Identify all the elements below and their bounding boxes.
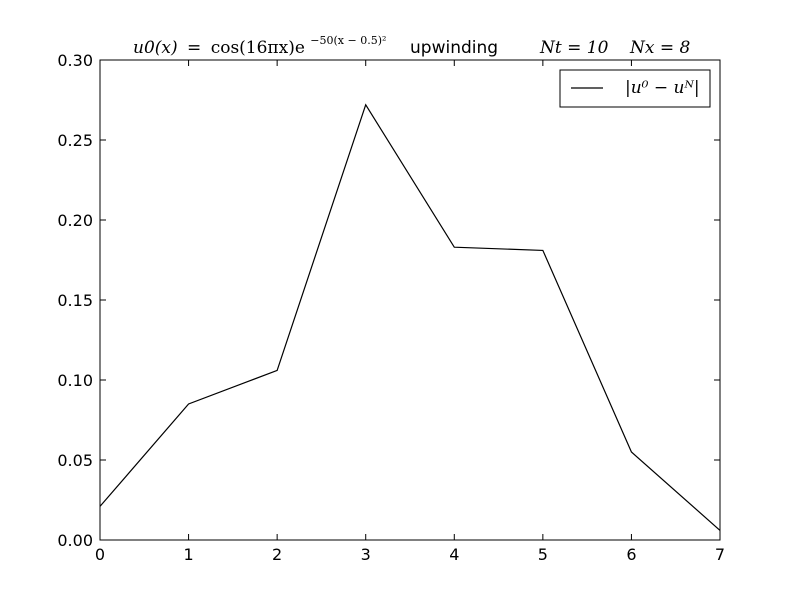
title-formula-lhs: u0(x) xyxy=(133,38,178,58)
x-tick-label-1: 1 xyxy=(183,545,193,564)
title-nt: Nt = 10 xyxy=(539,38,609,58)
title-method: upwinding xyxy=(410,38,498,58)
x-tick-label-5: 5 xyxy=(538,545,548,564)
y-tick-label-6: 0.30 xyxy=(57,51,93,70)
title-formula-rhs: cos(16πx)e xyxy=(211,38,305,58)
x-tick-label-6: 6 xyxy=(626,545,636,564)
y-tick-label-3: 0.15 xyxy=(57,291,93,310)
title-nx: Nx = 8 xyxy=(629,38,691,58)
x-tick-label-3: 3 xyxy=(361,545,371,564)
series-line-0 xyxy=(99,103,721,531)
y-tick-label-0: 0.00 xyxy=(57,531,93,550)
legend: |u⁰ − uᴺ| xyxy=(559,69,711,108)
y-tick-label-4: 0.20 xyxy=(57,211,93,230)
plot-area xyxy=(99,59,721,541)
legend-label-series-0: |u⁰ − uᴺ| xyxy=(625,78,700,98)
title-formula-exponent: −50(x − 0.5)² xyxy=(310,34,386,47)
x-tick-label-7: 7 xyxy=(715,545,725,564)
x-tick-label-2: 2 xyxy=(272,545,282,564)
svg-text:u0(x) = cos(16πx)e: u0(x) = cos(16πx)e −50(x − 0.5)² xyxy=(133,34,386,58)
x-tick-label-4: 4 xyxy=(449,545,459,564)
x-tick-label-0: 0 xyxy=(95,545,105,564)
y-tick-label-2: 0.10 xyxy=(57,371,93,390)
chart-title: u0(x) = cos(16πx)e −50(x − 0.5)² upwindi… xyxy=(133,34,691,58)
y-tick-label-1: 0.05 xyxy=(57,451,93,470)
y-tick-label-5: 0.25 xyxy=(57,131,93,150)
series-layer xyxy=(99,103,721,531)
ticks-layer: 0 1 2 3 4 5 6 7 0.00 0.05 0.10 0.15 0.20 0.25 0.30 xyxy=(57,51,725,564)
